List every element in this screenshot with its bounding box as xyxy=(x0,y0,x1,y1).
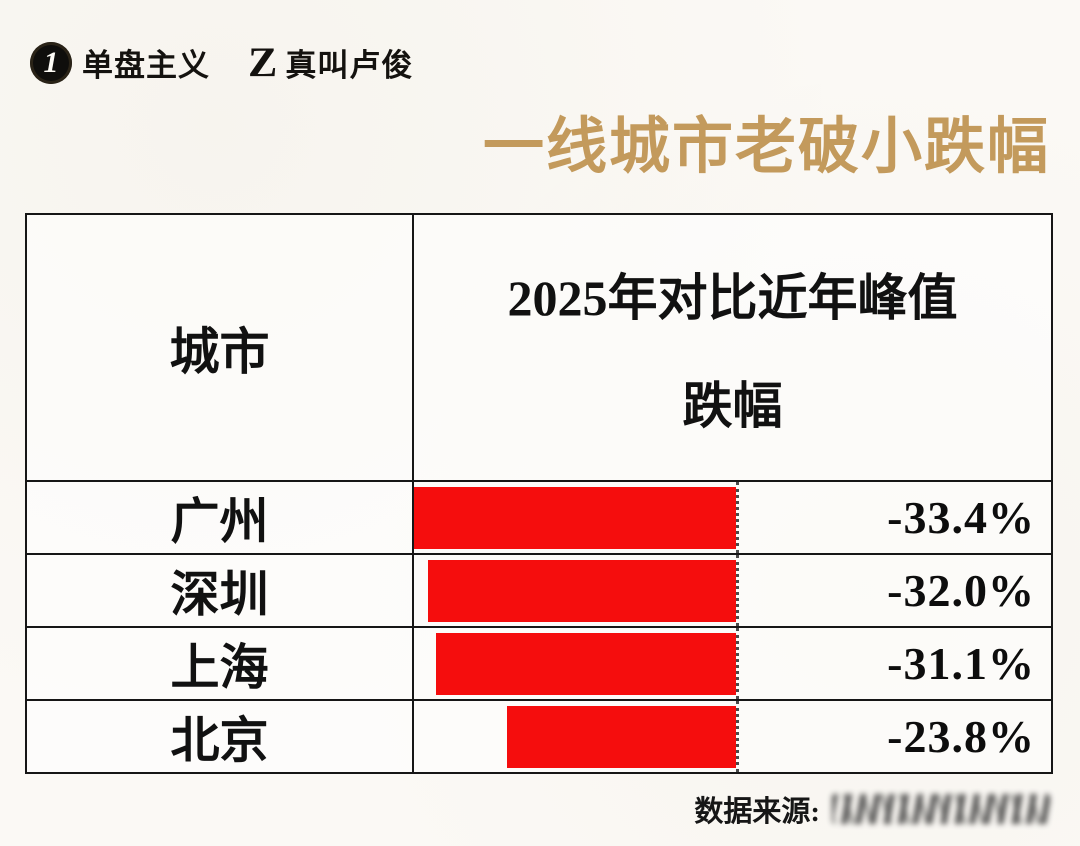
decline-value: -33.4% xyxy=(887,492,1035,543)
table-body: 广州 -33.4% 深圳 -32.0% 上海 -31.1% 北京 -23.8% xyxy=(27,480,1051,772)
bar-track xyxy=(414,628,739,699)
brand-zhenjiaolujun-label: 真叫卢俊 xyxy=(285,48,414,83)
decline-value: -32.0% xyxy=(887,565,1035,616)
city-name: 北京 xyxy=(27,701,414,772)
column-header-decline-line2: 跌幅 xyxy=(682,377,783,434)
brand-row: 1 单盘主义 Z 真叫卢俊 xyxy=(30,40,451,85)
table-row: 北京 -23.8% xyxy=(27,699,1051,772)
decline-bar xyxy=(414,486,736,549)
bar-track xyxy=(414,701,739,772)
decline-value: -23.8% xyxy=(887,711,1035,762)
value-cell: -33.4% xyxy=(414,482,1051,553)
page-title: 一线城市老破小跌幅 xyxy=(482,114,1050,181)
city-name: 广州 xyxy=(27,482,414,553)
value-cell: -32.0% xyxy=(414,555,1051,626)
column-header-decline: 2025年对比近年峰值 跌幅 xyxy=(414,215,1051,480)
decline-value: -31.1% xyxy=(887,638,1035,689)
column-header-decline-line1: 2025年对比近年峰值 xyxy=(507,269,958,326)
bar-track xyxy=(414,482,739,553)
data-source: 数据来源: xyxy=(694,788,1050,830)
decline-bar xyxy=(436,632,736,695)
source-label: 数据来源: xyxy=(694,796,820,828)
table-row: 广州 -33.4% xyxy=(27,480,1051,553)
bar-track xyxy=(414,555,739,626)
brand-zhenjiaolujun: Z 真叫卢俊 xyxy=(248,40,413,85)
city-name: 深圳 xyxy=(27,555,414,626)
decline-bar xyxy=(506,705,736,768)
circle-1-logo-icon: 1 xyxy=(30,41,72,84)
brand-danpanzhuyi-label: 单盘主义 xyxy=(82,48,210,83)
decline-bar xyxy=(427,559,736,622)
source-redacted-blur xyxy=(832,794,1050,824)
table-header-row: 城市 2025年对比近年峰值 跌幅 xyxy=(27,215,1051,480)
decline-table: 城市 2025年对比近年峰值 跌幅 广州 -33.4% 深圳 -32.0% 上海 -31.… xyxy=(25,213,1053,774)
column-header-city: 城市 xyxy=(27,215,414,480)
table-row: 深圳 -32.0% xyxy=(27,553,1051,626)
city-name: 上海 xyxy=(27,628,414,699)
value-cell: -23.8% xyxy=(414,701,1051,772)
table-row: 上海 -31.1% xyxy=(27,626,1051,699)
brand-danpanzhuyi: 1 单盘主义 xyxy=(30,40,210,85)
value-cell: -31.1% xyxy=(414,628,1051,699)
z-logo-icon: Z xyxy=(248,38,278,86)
